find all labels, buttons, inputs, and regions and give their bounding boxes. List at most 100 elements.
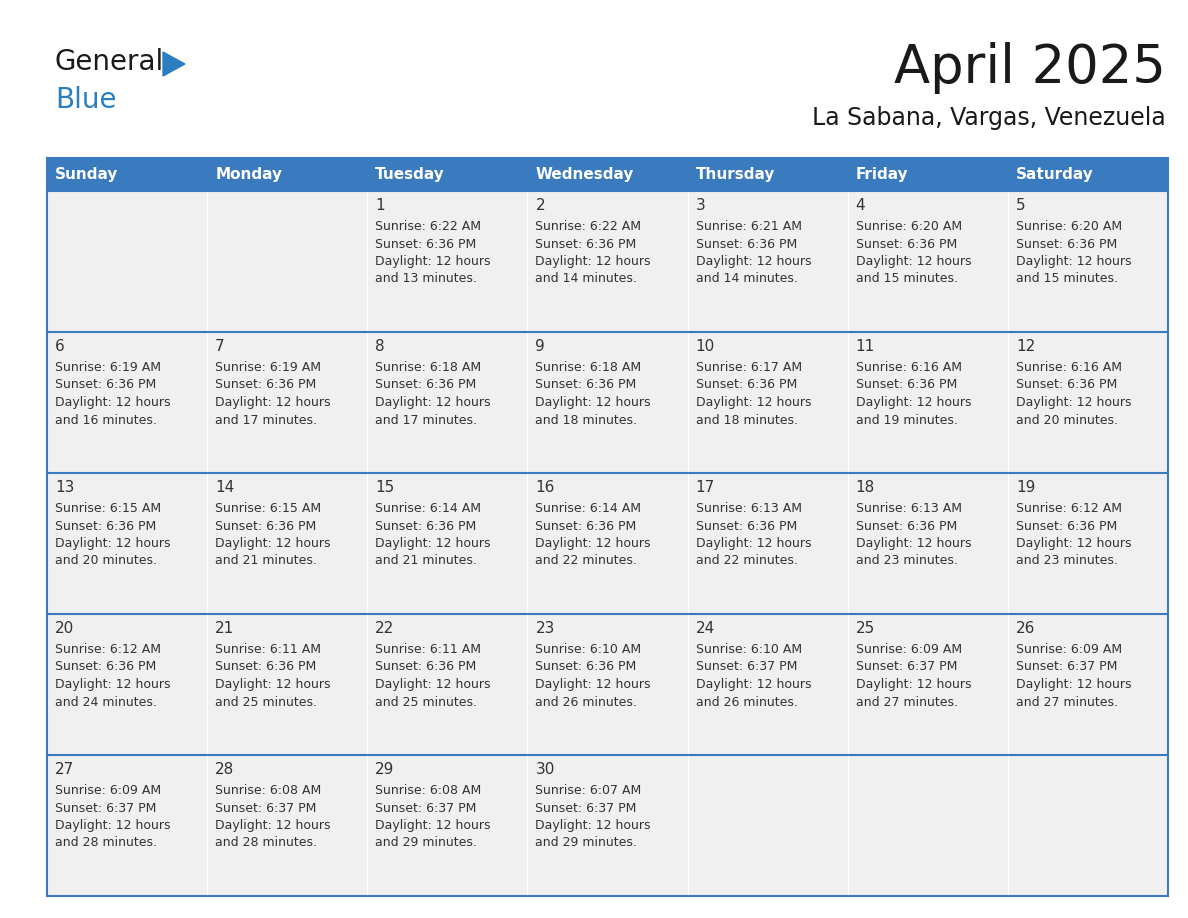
Text: Daylight: 12 hours: Daylight: 12 hours <box>55 396 171 409</box>
Text: Sunrise: 6:16 AM: Sunrise: 6:16 AM <box>1016 361 1121 374</box>
Text: Sunrise: 6:17 AM: Sunrise: 6:17 AM <box>695 361 802 374</box>
Text: 21: 21 <box>215 621 234 636</box>
Bar <box>367 473 527 614</box>
Text: 25: 25 <box>855 621 876 636</box>
Text: and 25 minutes.: and 25 minutes. <box>375 696 478 709</box>
Text: Sunday: Sunday <box>55 167 119 182</box>
Text: Daylight: 12 hours: Daylight: 12 hours <box>536 819 651 832</box>
Text: Daylight: 12 hours: Daylight: 12 hours <box>855 678 972 691</box>
Bar <box>367 614 527 755</box>
Text: and 13 minutes.: and 13 minutes. <box>375 273 478 285</box>
Text: Daylight: 12 hours: Daylight: 12 hours <box>55 537 171 550</box>
Text: Sunrise: 6:22 AM: Sunrise: 6:22 AM <box>375 220 481 233</box>
Text: 5: 5 <box>1016 198 1025 213</box>
Text: and 28 minutes.: and 28 minutes. <box>215 836 317 849</box>
Text: 10: 10 <box>695 339 715 354</box>
Text: Sunset: 6:36 PM: Sunset: 6:36 PM <box>215 660 316 674</box>
Text: Daylight: 12 hours: Daylight: 12 hours <box>215 396 330 409</box>
Text: Sunrise: 6:10 AM: Sunrise: 6:10 AM <box>695 643 802 656</box>
Text: Daylight: 12 hours: Daylight: 12 hours <box>695 255 811 268</box>
Text: and 14 minutes.: and 14 minutes. <box>536 273 637 285</box>
Bar <box>848 755 1007 896</box>
Text: and 17 minutes.: and 17 minutes. <box>215 413 317 427</box>
Text: 1: 1 <box>375 198 385 213</box>
Text: Daylight: 12 hours: Daylight: 12 hours <box>55 819 171 832</box>
Text: Sunset: 6:37 PM: Sunset: 6:37 PM <box>1016 660 1117 674</box>
Text: and 23 minutes.: and 23 minutes. <box>855 554 958 567</box>
Text: Thursday: Thursday <box>695 167 775 182</box>
Text: and 28 minutes.: and 28 minutes. <box>55 836 157 849</box>
Text: Sunrise: 6:13 AM: Sunrise: 6:13 AM <box>695 502 802 515</box>
Text: Sunrise: 6:12 AM: Sunrise: 6:12 AM <box>1016 502 1121 515</box>
Text: Sunrise: 6:07 AM: Sunrise: 6:07 AM <box>536 784 642 797</box>
Text: Sunset: 6:36 PM: Sunset: 6:36 PM <box>215 378 316 391</box>
Text: Sunset: 6:36 PM: Sunset: 6:36 PM <box>536 660 637 674</box>
Text: Daylight: 12 hours: Daylight: 12 hours <box>536 396 651 409</box>
Bar <box>207 191 367 332</box>
Text: Daylight: 12 hours: Daylight: 12 hours <box>1016 537 1131 550</box>
Bar <box>207 332 367 473</box>
Text: and 22 minutes.: and 22 minutes. <box>695 554 797 567</box>
Text: Sunrise: 6:08 AM: Sunrise: 6:08 AM <box>215 784 322 797</box>
Text: Sunrise: 6:18 AM: Sunrise: 6:18 AM <box>536 361 642 374</box>
Text: Sunrise: 6:13 AM: Sunrise: 6:13 AM <box>855 502 962 515</box>
Text: Daylight: 12 hours: Daylight: 12 hours <box>855 396 972 409</box>
Text: Daylight: 12 hours: Daylight: 12 hours <box>375 678 491 691</box>
Text: Sunrise: 6:12 AM: Sunrise: 6:12 AM <box>55 643 162 656</box>
Text: 20: 20 <box>55 621 74 636</box>
Text: Daylight: 12 hours: Daylight: 12 hours <box>215 678 330 691</box>
Text: Sunset: 6:37 PM: Sunset: 6:37 PM <box>855 660 958 674</box>
Text: Sunrise: 6:20 AM: Sunrise: 6:20 AM <box>855 220 962 233</box>
Bar <box>688 473 848 614</box>
Text: Sunset: 6:36 PM: Sunset: 6:36 PM <box>215 520 316 532</box>
Text: Daylight: 12 hours: Daylight: 12 hours <box>536 537 651 550</box>
Text: Sunset: 6:37 PM: Sunset: 6:37 PM <box>375 801 476 814</box>
Text: April 2025: April 2025 <box>895 42 1165 94</box>
Bar <box>527 191 688 332</box>
Text: 4: 4 <box>855 198 865 213</box>
Text: Sunrise: 6:09 AM: Sunrise: 6:09 AM <box>1016 643 1121 656</box>
Text: 13: 13 <box>55 480 75 495</box>
Text: and 26 minutes.: and 26 minutes. <box>695 696 797 709</box>
Text: 24: 24 <box>695 621 715 636</box>
Text: and 15 minutes.: and 15 minutes. <box>855 273 958 285</box>
Text: Sunset: 6:36 PM: Sunset: 6:36 PM <box>855 238 958 251</box>
Text: and 14 minutes.: and 14 minutes. <box>695 273 797 285</box>
Text: Sunrise: 6:18 AM: Sunrise: 6:18 AM <box>375 361 481 374</box>
Text: Sunset: 6:36 PM: Sunset: 6:36 PM <box>375 378 476 391</box>
Bar <box>48 473 207 614</box>
Text: Sunset: 6:36 PM: Sunset: 6:36 PM <box>855 520 958 532</box>
Text: 22: 22 <box>375 621 394 636</box>
Text: Sunrise: 6:11 AM: Sunrise: 6:11 AM <box>215 643 321 656</box>
Bar <box>848 614 1007 755</box>
Text: Daylight: 12 hours: Daylight: 12 hours <box>1016 678 1131 691</box>
Text: Sunrise: 6:15 AM: Sunrise: 6:15 AM <box>215 502 321 515</box>
Bar <box>527 614 688 755</box>
Text: and 20 minutes.: and 20 minutes. <box>1016 413 1118 427</box>
Text: 8: 8 <box>375 339 385 354</box>
Text: Sunset: 6:36 PM: Sunset: 6:36 PM <box>536 378 637 391</box>
Bar <box>1007 614 1168 755</box>
Text: 16: 16 <box>536 480 555 495</box>
Text: Sunset: 6:36 PM: Sunset: 6:36 PM <box>1016 520 1117 532</box>
Text: La Sabana, Vargas, Venezuela: La Sabana, Vargas, Venezuela <box>813 106 1165 130</box>
Text: Sunset: 6:37 PM: Sunset: 6:37 PM <box>215 801 316 814</box>
Text: Daylight: 12 hours: Daylight: 12 hours <box>375 537 491 550</box>
Bar <box>527 158 688 191</box>
Bar <box>207 755 367 896</box>
Text: Sunset: 6:36 PM: Sunset: 6:36 PM <box>695 238 797 251</box>
Text: Daylight: 12 hours: Daylight: 12 hours <box>1016 396 1131 409</box>
Bar <box>688 191 848 332</box>
Text: Daylight: 12 hours: Daylight: 12 hours <box>695 396 811 409</box>
Text: Wednesday: Wednesday <box>536 167 634 182</box>
Text: Daylight: 12 hours: Daylight: 12 hours <box>536 678 651 691</box>
Text: Daylight: 12 hours: Daylight: 12 hours <box>215 537 330 550</box>
Text: Daylight: 12 hours: Daylight: 12 hours <box>375 819 491 832</box>
Text: Monday: Monday <box>215 167 282 182</box>
Text: Sunrise: 6:21 AM: Sunrise: 6:21 AM <box>695 220 802 233</box>
Text: Daylight: 12 hours: Daylight: 12 hours <box>1016 255 1131 268</box>
Text: Sunset: 6:37 PM: Sunset: 6:37 PM <box>536 801 637 814</box>
Text: Sunset: 6:37 PM: Sunset: 6:37 PM <box>55 801 157 814</box>
Text: and 21 minutes.: and 21 minutes. <box>375 554 478 567</box>
Bar <box>848 158 1007 191</box>
